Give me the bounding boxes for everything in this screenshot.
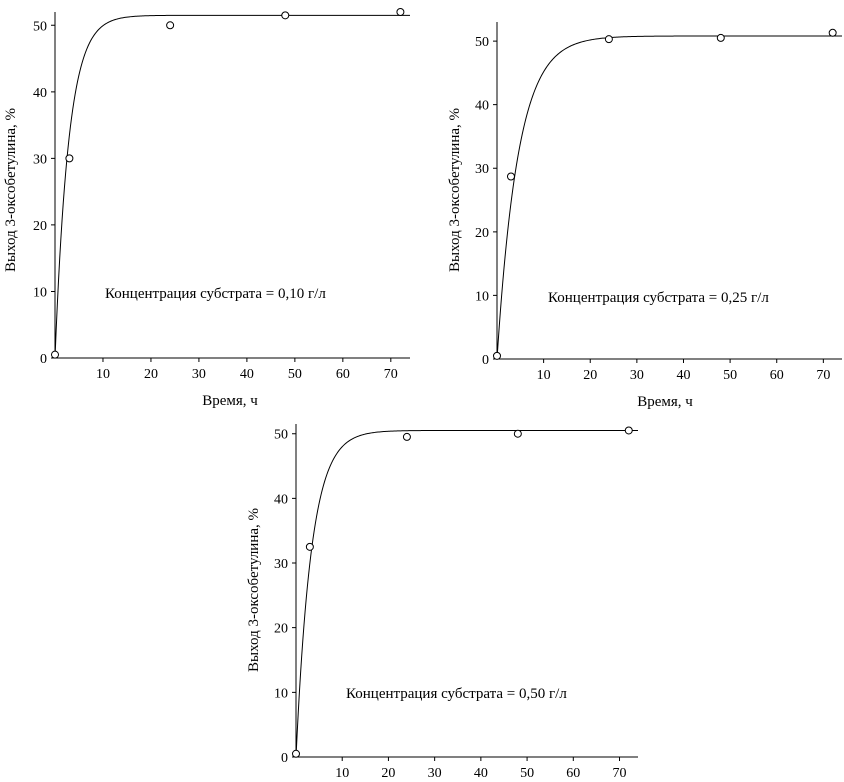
x-tick-label: 20 [583,368,597,383]
y-tick-label: 10 [33,285,47,300]
concentration-annotation: Концентрация субстрата = 0,25 г/л [548,290,769,306]
x-tick-label: 70 [613,766,627,781]
y-tick-label: 0 [482,353,489,368]
x-tick-label: 30 [192,367,206,382]
chart-substrate-0-10: 10 20 30 40 50 60 70 0 10 20 30 40 50 Время, ч Выход… [3,8,410,409]
data-point-marker [828,28,837,37]
chart-substrate-0-50: 10 20 30 40 50 60 70 0 10 20 30 40 50 Выход 3-оксобе… [246,424,638,781]
data-point-marker [292,749,300,758]
chart-axes [54,12,410,359]
x-tick-label: 20 [381,766,395,781]
x-axis-label: Время, ч [202,393,258,409]
y-tick-label: 40 [475,99,489,114]
y-tick-label: 50 [475,35,489,50]
x-tick-label: 60 [770,368,784,383]
data-point-marker [396,8,405,16]
x-tick-label: 60 [566,766,580,781]
x-tick-label: 60 [336,367,350,382]
y-tick-label: 20 [475,226,489,241]
data-point-marker [513,429,522,438]
tick-marks [51,24,392,362]
data-point-marker [65,154,74,163]
y-tick-label: 30 [274,557,288,572]
data-point-marker [624,426,633,435]
x-tick-label: 10 [96,367,110,382]
chart-axes [496,22,842,360]
x-tick-label: 50 [288,367,302,382]
chart-axes [295,424,638,758]
data-point-marker [305,542,314,551]
x-tick-label: 10 [537,368,551,383]
data-point-marker [716,33,725,42]
x-tick-label: 40 [240,367,254,382]
y-tick-label: 40 [274,492,288,507]
data-point-marker [402,432,411,441]
fit-curve [295,429,638,758]
fit-curve [496,35,842,360]
data-point-marker [493,351,501,360]
y-tick-label: 20 [274,622,288,637]
x-axis-label: Время, ч [637,394,693,410]
concentration-annotation: Концентрация субстрата = 0,50 г/л [346,686,567,702]
y-tick-label: 0 [281,751,288,766]
x-tick-label: 40 [676,368,690,383]
x-tick-label: 10 [335,766,349,781]
data-point-marker [604,35,613,44]
y-axis-label: Выход 3-оксобетулина, % [3,108,19,272]
x-tick-label: 70 [816,368,830,383]
x-tick-label: 30 [428,766,442,781]
data-point-marker [166,21,175,30]
y-tick-label: 20 [33,219,47,234]
y-tick-label: 40 [33,86,47,101]
y-tick-label: 30 [475,162,489,177]
x-tick-label: 20 [144,367,158,382]
data-point-marker [506,172,515,181]
concentration-annotation: Концентрация субстрата = 0,10 г/л [105,286,326,302]
y-axis-label: Выход 3-оксобетулина, % [447,108,463,272]
y-tick-label: 30 [33,152,47,167]
x-tick-label: 50 [723,368,737,383]
y-tick-label: 50 [274,428,288,443]
x-tick-label: 50 [520,766,534,781]
y-axis-label: Выход 3-оксобетулина, % [246,508,262,672]
tick-marks [292,433,621,761]
data-point-marker [281,11,290,20]
chart-substrate-0-25: 10 20 30 40 50 60 70 0 10 20 30 40 50 Время, ч Выход… [447,22,842,410]
y-tick-label: 10 [475,289,489,304]
data-point-marker [51,350,59,359]
y-tick-label: 50 [33,19,47,34]
y-tick-label: 0 [40,352,47,367]
x-tick-label: 30 [630,368,644,383]
y-tick-label: 10 [274,686,288,701]
tick-marks [493,40,824,363]
fit-curve [54,14,410,359]
x-tick-label: 70 [384,367,398,382]
x-tick-label: 40 [474,766,488,781]
